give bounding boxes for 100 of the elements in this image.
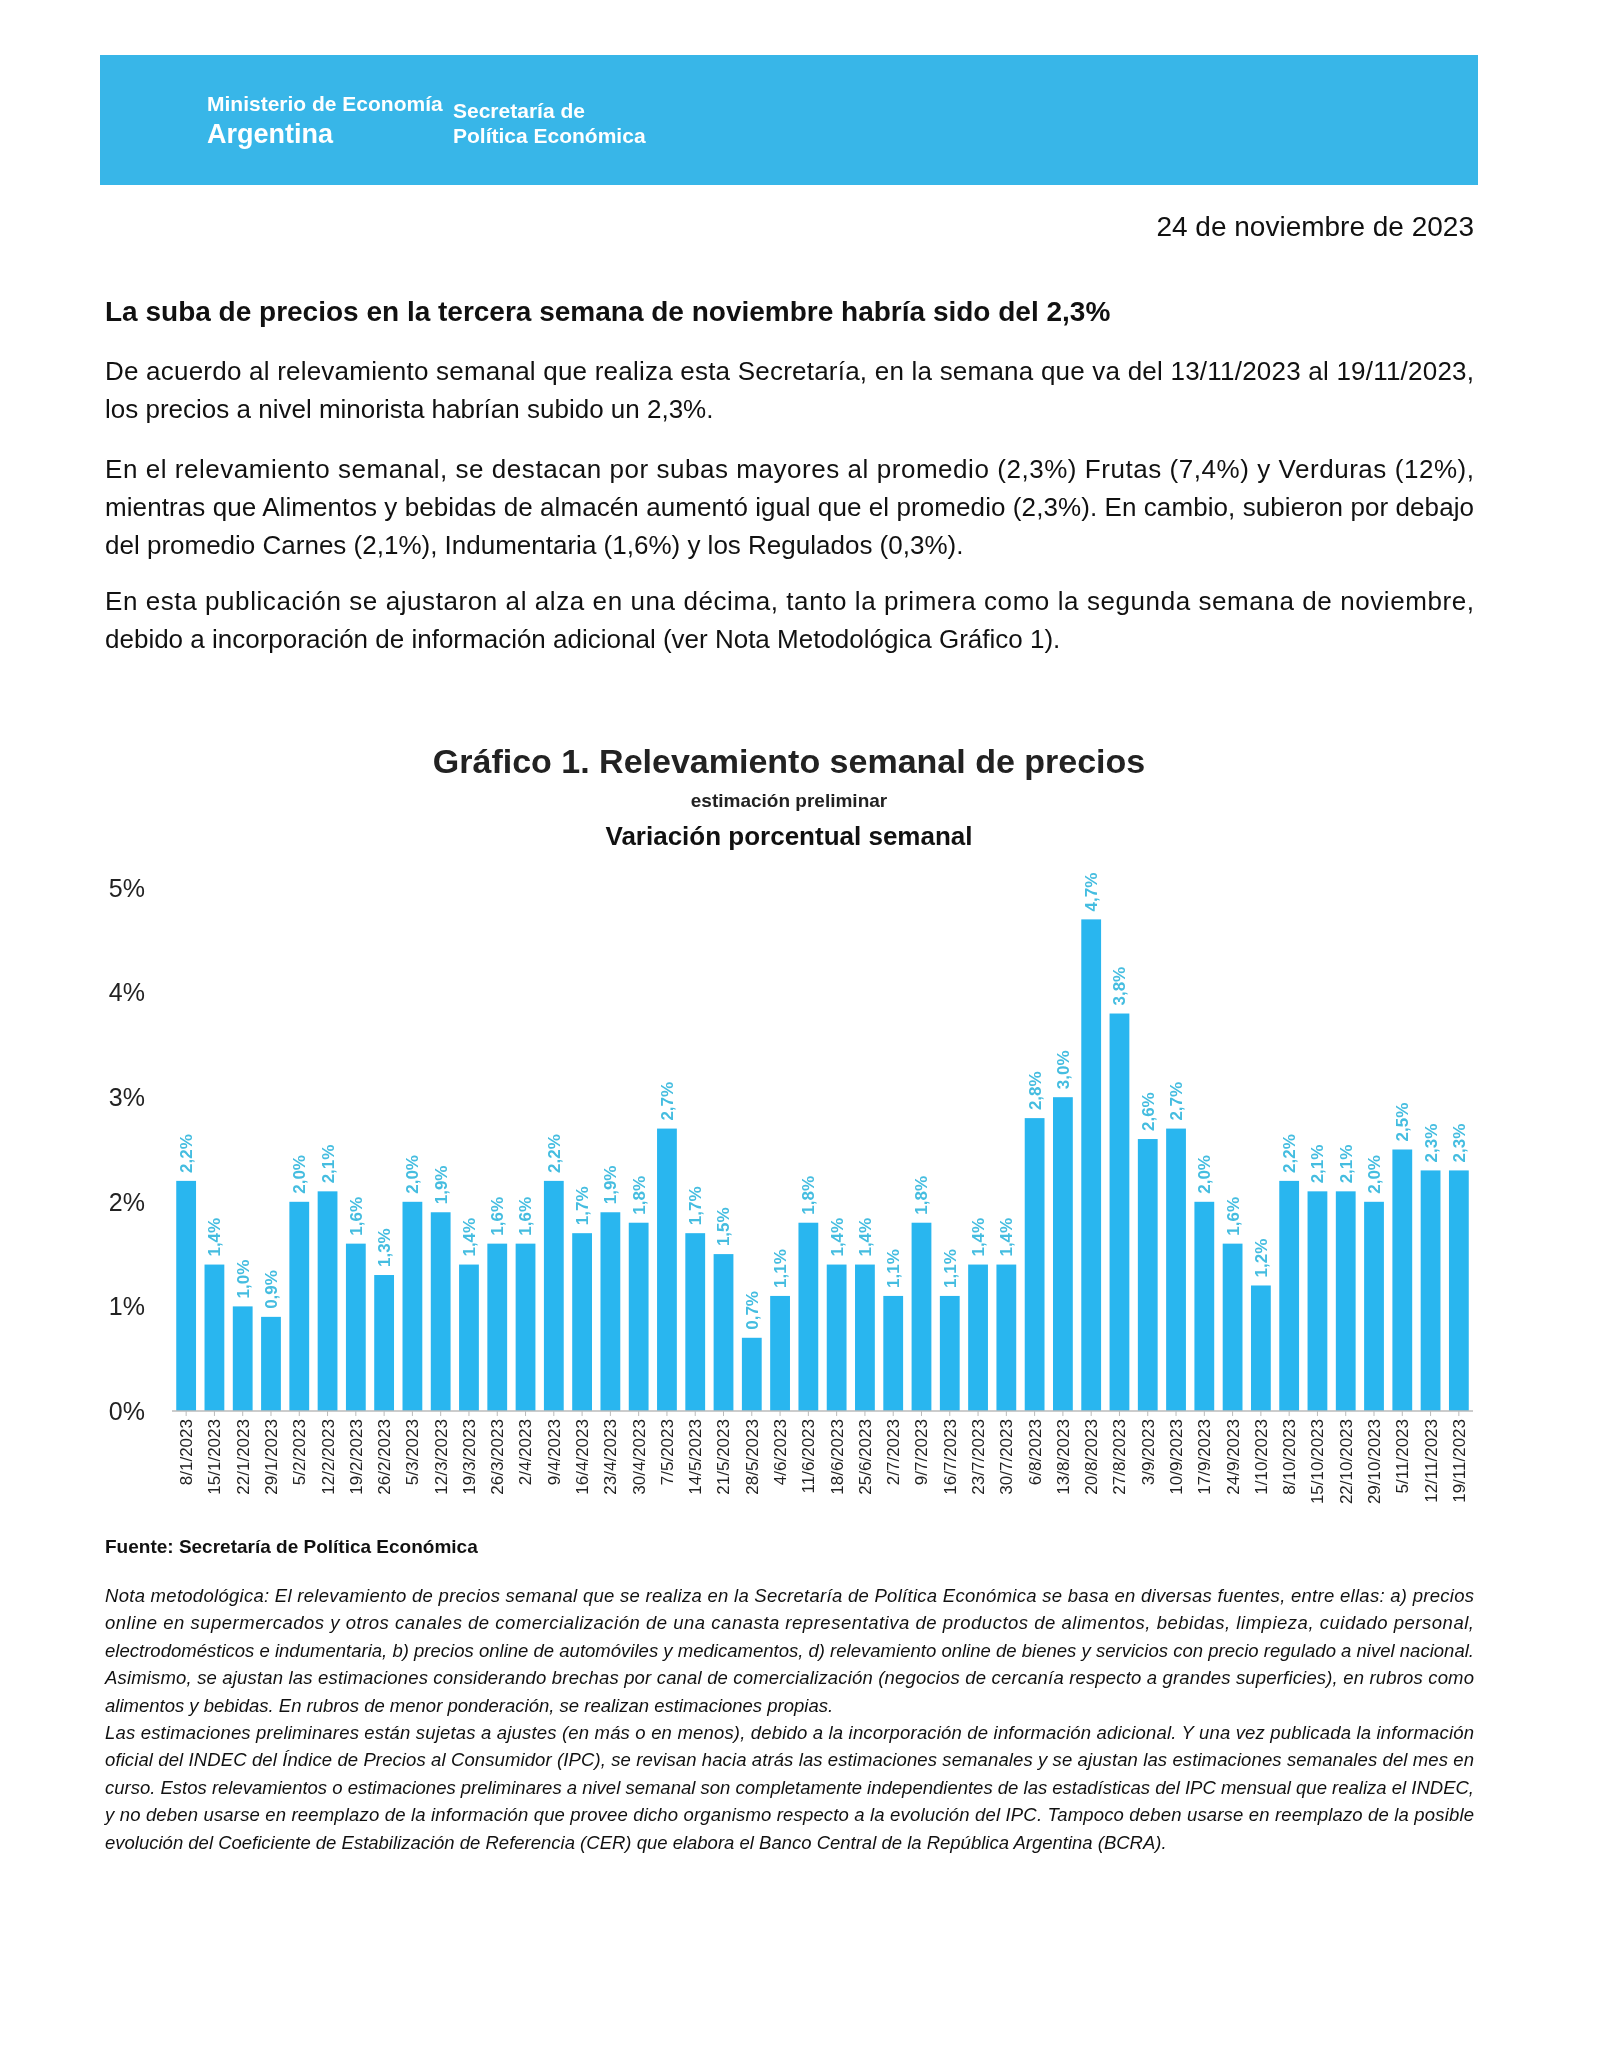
bar <box>826 1264 847 1411</box>
bar <box>176 1180 197 1411</box>
data-label: 4,7% <box>1082 872 1102 912</box>
x-tick-label: 26/2/2023 <box>375 1419 395 1495</box>
x-tick-label: 5/11/2023 <box>1393 1419 1413 1494</box>
bar <box>487 1243 508 1411</box>
y-tick-label: 3% <box>108 1082 145 1111</box>
bar <box>374 1275 395 1411</box>
x-tick-label: 23/7/2023 <box>969 1419 988 1495</box>
data-label: 1,1% <box>884 1249 904 1288</box>
bar <box>1222 1243 1243 1411</box>
x-tick-label: 19/2/2023 <box>346 1419 366 1495</box>
bar <box>1279 1180 1300 1411</box>
data-label: 2,1% <box>1308 1144 1328 1184</box>
bar <box>232 1306 253 1411</box>
data-label: 2,6% <box>1138 1092 1158 1132</box>
bar <box>1166 1128 1186 1411</box>
data-label: 1,6% <box>346 1196 366 1236</box>
x-tick-label: 12/11/2023 <box>1421 1419 1441 1503</box>
x-tick-label: 15/10/2023 <box>1308 1419 1328 1505</box>
data-label: 1,1% <box>771 1249 791 1288</box>
y-tick-label: 5% <box>108 873 145 902</box>
x-tick-label: 15/1/2023 <box>205 1419 225 1495</box>
x-tick-label: 17/9/2023 <box>1195 1419 1215 1495</box>
bar <box>1194 1201 1215 1411</box>
text: Las estimaciones preliminares están sujetas a ajustes (en más o en menos), debido a la incorporación de información adicional. Y una vez publicada la información oficial del INDEC del Índice de Precios al Consumidor (IPC), se revisan hacia atrás las estimaciones semanales y se ajustan las estimaciones semanales del mes en curso. Estos relevamientos o estimaciones preliminares a nivel semanal son completamente independientes de las estadísticas del IPC mensual que realiza el INDEC, y no deben usarse en reemplazo de la información que provee dicho organismo respecto a la evolución del IPC. Tampoco deben usarse en reemplazo de la posible evolución del Coeficiente de Estabilización de Referencia (CER) que elabora el Banco Central de la República Argentina (BCRA). <box>103 1722 1474 1853</box>
bar <box>345 1243 366 1411</box>
text: Nota metodológica: El relevamiento de precios semanal que se realiza en la Secretaría de Política Económica se basa en diversas fuentes, entre ellas: a) precios online en supermercados y otros canales de comercialización de una canasta representativa de productos de alimentos, bebidas, limpieza, cuidado personal, electrodomésticos e indumentaria, b) precios online de automóviles y medicamentos, d) relevamiento online de bienes y servicios con precio regulado a nivel nacional. Asimismo, se ajustan las estimaciones considerando brechas por canal de comercialización (negocios de cercanía respecto a grandes superficies), en rubros como alimentos y bebidas. En rubros de menor ponderación, se realizan estimaciones propias. <box>104 1585 1474 1716</box>
data-label: 1,4% <box>997 1217 1017 1257</box>
text: La suba de precios en la tercera semana de noviembre habría sido del 2,3% <box>105 296 1111 327</box>
bar <box>289 1201 310 1411</box>
bar <box>1448 1170 1469 1411</box>
x-tick-label: 24/9/2023 <box>1223 1419 1243 1495</box>
bar <box>628 1222 649 1411</box>
bar <box>1364 1201 1384 1411</box>
data-label: 1,4% <box>969 1217 988 1257</box>
data-label: 1,0% <box>233 1259 253 1299</box>
bar <box>798 1222 819 1411</box>
bar <box>741 1337 762 1411</box>
bar <box>713 1254 734 1411</box>
bar <box>1335 1191 1356 1411</box>
data-label: 1,1% <box>940 1249 960 1288</box>
bar <box>685 1233 706 1411</box>
bar <box>1081 919 1102 1411</box>
x-tick-label: 21/5/2023 <box>714 1419 734 1495</box>
data-label: 2,0% <box>1364 1155 1384 1194</box>
data-label: 1,5% <box>714 1207 734 1247</box>
bar <box>1024 1118 1045 1411</box>
x-tick-label: 5/3/2023 <box>403 1419 423 1486</box>
data-label: 2,3% <box>1421 1123 1441 1163</box>
x-tick-label: 29/10/2023 <box>1364 1419 1384 1505</box>
x-tick-label: 25/6/2023 <box>855 1419 875 1495</box>
x-tick-label: 28/5/2023 <box>742 1419 762 1495</box>
x-tick-label: 11/6/2023 <box>799 1419 819 1494</box>
x-tick-label: 27/8/2023 <box>1110 1419 1130 1495</box>
data-label: 1,6% <box>488 1196 508 1236</box>
x-tick-label: 19/3/2023 <box>459 1419 479 1495</box>
bar <box>855 1264 875 1411</box>
data-label: 1,4% <box>855 1217 875 1257</box>
text: En el relevamiento semanal, se destacan por subas mayores al promedio (2,3%) Frutas (7,4%) y Verduras (12%), mientras que Alimentos y bebidas de almacén aumentó igual que el promedio (2,3%). En cambio, subieron por debajo del promedio Carnes (2,1%), Indumentaria (1,6%) y los Regulados (0,3%). <box>105 454 1474 560</box>
x-tick-label: 20/8/2023 <box>1082 1419 1102 1495</box>
data-label: 2,7% <box>657 1081 677 1121</box>
x-tick-label: 9/4/2023 <box>544 1419 564 1486</box>
text: 24 de noviembre de 2023 <box>1156 211 1474 242</box>
data-label: 3,8% <box>1110 966 1130 1006</box>
x-tick-label: 22/1/2023 <box>233 1419 253 1495</box>
y-tick-label: 0% <box>108 1396 145 1425</box>
chart-subtitle: estimación preliminar <box>690 790 888 811</box>
bar <box>204 1264 225 1411</box>
text: En esta publicación se ajustaron al alza en una décima, tanto la primera como la segunda semana de noviembre, debido a incorporación de información adicional (ver Nota Metodológica Gráfico 1). <box>105 586 1474 654</box>
data-label: 2,1% <box>1336 1144 1356 1184</box>
data-label: 2,8% <box>1025 1071 1045 1111</box>
bar <box>459 1264 479 1411</box>
x-tick-label: 7/5/2023 <box>657 1419 677 1486</box>
data-label: 1,4% <box>459 1217 479 1257</box>
x-tick-label: 3/9/2023 <box>1138 1419 1158 1486</box>
x-tick-label: 1/10/2023 <box>1251 1419 1271 1495</box>
bar <box>1307 1191 1328 1411</box>
text: Ministerio de Economía <box>207 92 444 115</box>
data-label: 1,4% <box>205 1217 225 1257</box>
data-label: 1,8% <box>912 1175 932 1215</box>
bar <box>1392 1149 1413 1411</box>
x-tick-label: 14/5/2023 <box>686 1419 706 1495</box>
text: Variación porcentual semanal <box>605 821 973 851</box>
data-label: 1,7% <box>686 1186 706 1226</box>
x-tick-label: 19/11/2023 <box>1449 1419 1469 1503</box>
bar <box>1250 1285 1271 1411</box>
x-tick-label: 22/10/2023 <box>1336 1419 1356 1505</box>
data-label: 1,9% <box>601 1165 621 1205</box>
x-tick-label: 30/7/2023 <box>997 1419 1017 1495</box>
source-note: Fuente: Secretaría de Política Económica <box>105 1536 479 1557</box>
data-label: 2,2% <box>1280 1134 1300 1173</box>
x-tick-label: 12/2/2023 <box>318 1419 338 1495</box>
data-label: 1,8% <box>629 1175 649 1215</box>
data-label: 1,4% <box>827 1217 847 1257</box>
bar <box>430 1212 451 1411</box>
bar <box>543 1180 564 1411</box>
data-label: 0,7% <box>742 1291 762 1330</box>
bar <box>968 1264 988 1411</box>
x-tick-label: 13/8/2023 <box>1053 1419 1073 1495</box>
